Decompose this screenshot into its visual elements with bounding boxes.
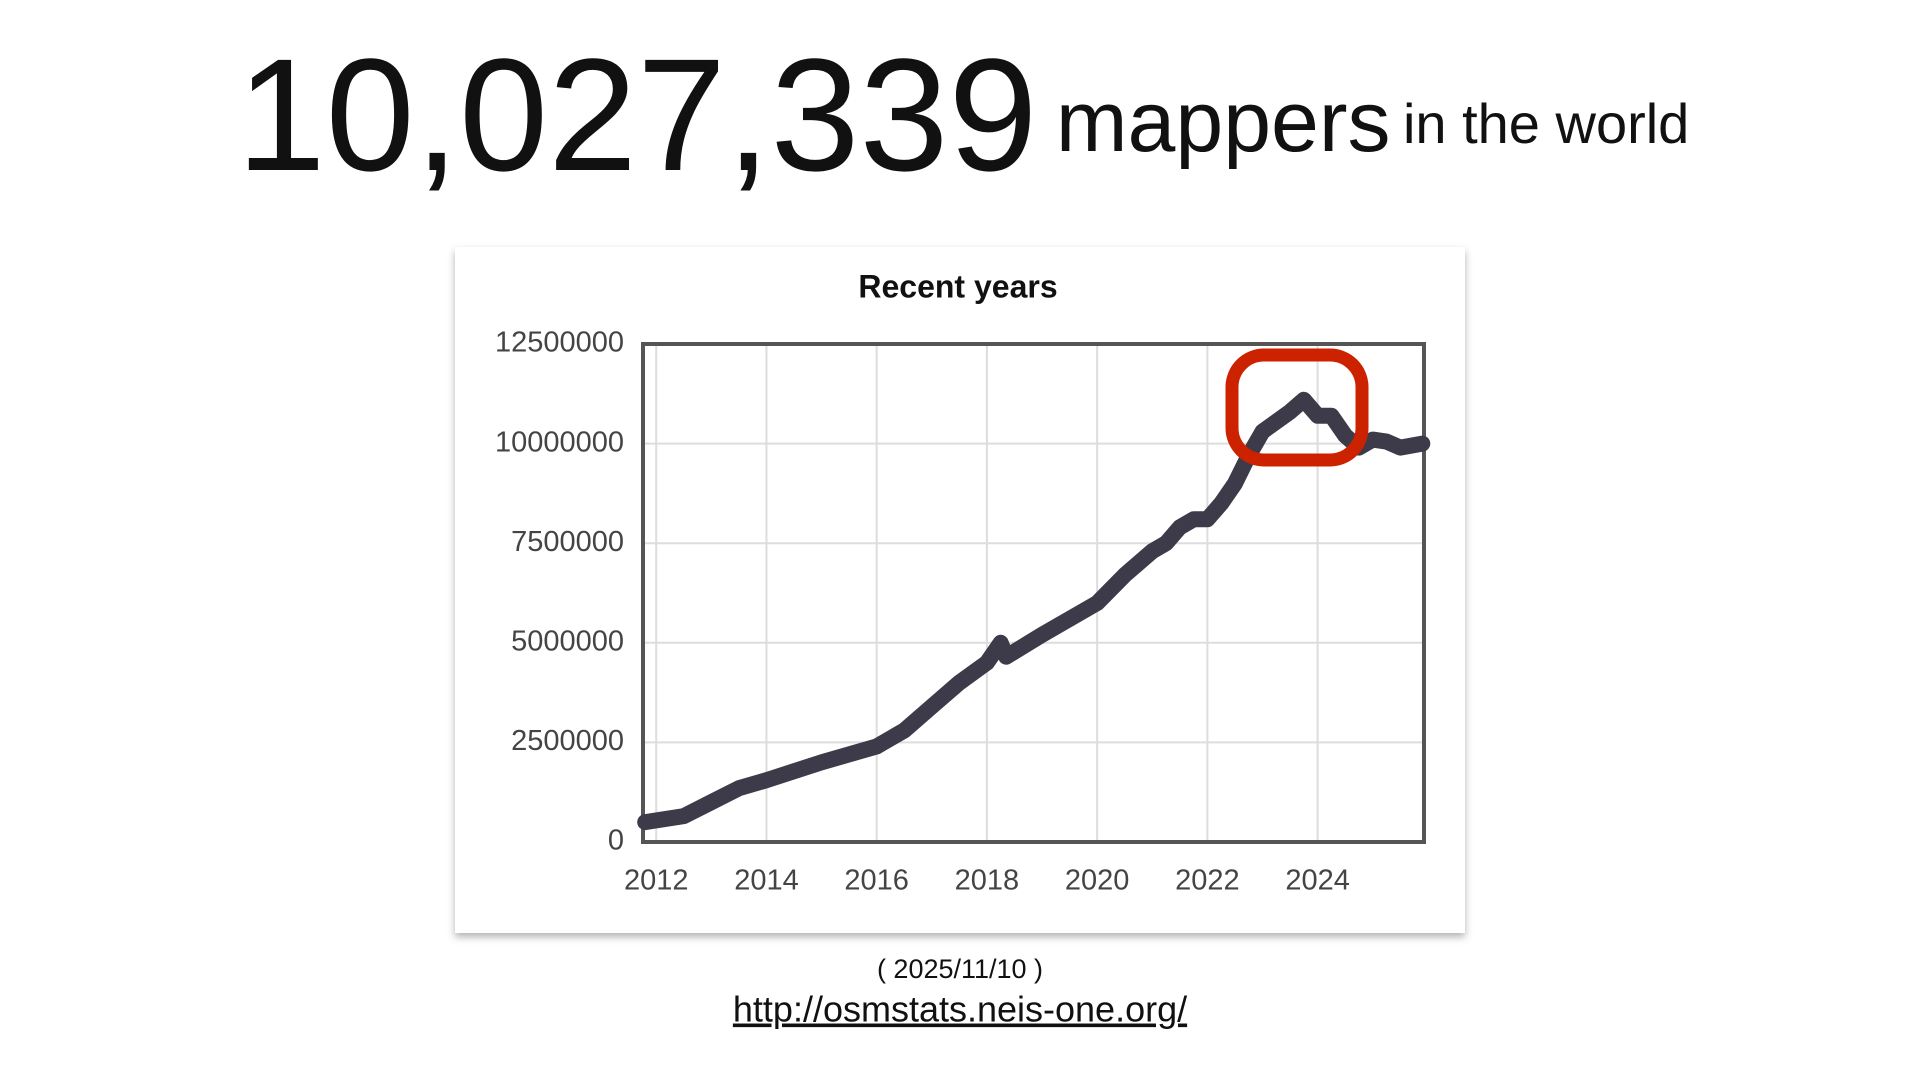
headline-suffix: in the world <box>1403 92 1689 155</box>
x-tick-label: 2018 <box>955 865 1020 897</box>
y-tick-label: 5000000 <box>511 625 624 657</box>
source-url[interactable]: http://osmstats.neis-one.org/ <box>733 989 1187 1030</box>
y-tick-label: 7500000 <box>511 526 624 558</box>
x-tick-label: 2024 <box>1285 865 1350 897</box>
headline-unit: mappers <box>1056 74 1391 170</box>
chart-title: Recent years <box>858 268 1057 304</box>
y-tick-label: 0 <box>608 825 624 857</box>
headline-number: 10,027,339 <box>237 25 1038 204</box>
data-line <box>637 391 1431 831</box>
y-tick-label: 10000000 <box>495 426 624 458</box>
y-tick-label: 2500000 <box>511 725 624 757</box>
highlight-box <box>1225 348 1369 467</box>
y-tick-label: 12500000 <box>495 327 624 359</box>
x-tick-label: 2016 <box>844 865 909 897</box>
x-tick-label: 2022 <box>1175 865 1240 897</box>
x-tick-label: 2012 <box>624 865 689 897</box>
plot-frame <box>641 342 1426 844</box>
x-tick-label: 2014 <box>734 865 799 897</box>
plot: 0 2500000 5000000 7500000 10000000 12500000 20… <box>495 327 1431 897</box>
headline: 10,027,339 mappers in the world <box>237 25 1690 204</box>
date: ( 2025/11/10 ) <box>877 954 1043 984</box>
x-tick-label: 2020 <box>1065 865 1130 897</box>
